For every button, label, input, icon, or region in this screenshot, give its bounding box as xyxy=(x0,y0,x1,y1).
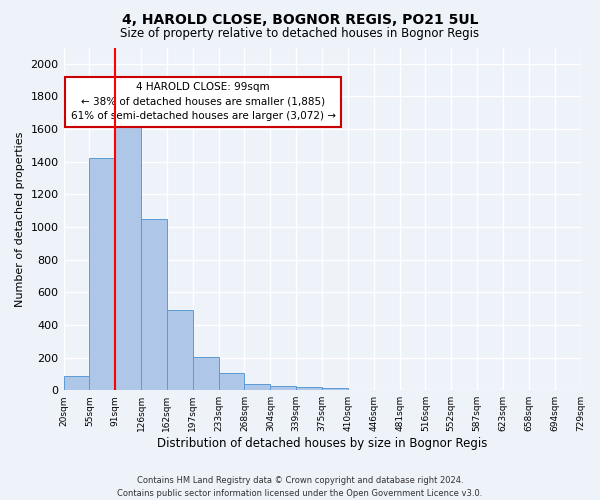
Y-axis label: Number of detached properties: Number of detached properties xyxy=(15,131,25,306)
Bar xyxy=(167,310,193,390)
Text: Contains HM Land Registry data © Crown copyright and database right 2024.
Contai: Contains HM Land Registry data © Crown c… xyxy=(118,476,482,498)
Bar xyxy=(296,387,322,390)
Bar xyxy=(193,357,218,390)
Text: 4 HAROLD CLOSE: 99sqm
← 38% of detached houses are smaller (1,885)
61% of semi-d: 4 HAROLD CLOSE: 99sqm ← 38% of detached … xyxy=(71,82,335,122)
Bar xyxy=(115,128,141,390)
Bar xyxy=(89,158,115,390)
Text: 4, HAROLD CLOSE, BOGNOR REGIS, PO21 5UL: 4, HAROLD CLOSE, BOGNOR REGIS, PO21 5UL xyxy=(122,12,478,26)
X-axis label: Distribution of detached houses by size in Bognor Regis: Distribution of detached houses by size … xyxy=(157,437,487,450)
Bar xyxy=(244,384,271,390)
Bar xyxy=(64,376,89,390)
Bar xyxy=(271,386,296,390)
Bar xyxy=(322,388,348,390)
Bar xyxy=(141,219,167,390)
Bar xyxy=(218,373,244,390)
Text: Size of property relative to detached houses in Bognor Regis: Size of property relative to detached ho… xyxy=(121,28,479,40)
